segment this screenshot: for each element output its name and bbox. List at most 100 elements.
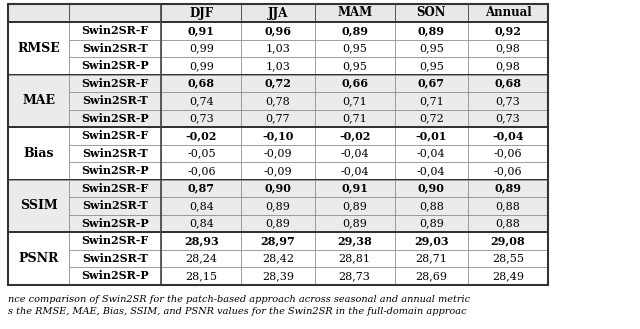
Bar	[314, 180, 395, 197]
Bar	[314, 162, 395, 180]
Bar	[69, 92, 161, 110]
Bar	[69, 232, 161, 249]
Bar	[314, 249, 395, 267]
Bar	[8, 21, 548, 23]
Bar	[241, 249, 314, 267]
Text: 0,88: 0,88	[419, 201, 444, 211]
Bar	[69, 197, 161, 215]
Bar	[395, 57, 468, 74]
Bar	[395, 197, 468, 215]
Text: 0,71: 0,71	[342, 96, 367, 106]
Text: 28,71: 28,71	[415, 253, 447, 263]
Bar	[161, 215, 241, 232]
Bar	[241, 197, 314, 215]
Text: 0,72: 0,72	[419, 113, 444, 123]
Bar	[241, 110, 314, 127]
Text: 29,08: 29,08	[491, 235, 525, 246]
Bar	[161, 92, 241, 110]
Text: 0,89: 0,89	[342, 201, 367, 211]
Bar	[395, 110, 468, 127]
Text: 0,67: 0,67	[418, 78, 445, 89]
Bar	[395, 127, 468, 144]
Bar	[395, 4, 468, 22]
Text: 28,15: 28,15	[186, 271, 218, 281]
Bar	[241, 92, 314, 110]
Text: 0,89: 0,89	[342, 218, 367, 228]
Bar	[468, 197, 548, 215]
Text: Swin2SR-P: Swin2SR-P	[81, 165, 149, 176]
Bar	[161, 232, 241, 249]
Bar	[241, 180, 314, 197]
Bar	[161, 57, 241, 74]
Text: -0,05: -0,05	[187, 148, 216, 158]
Bar	[241, 267, 314, 285]
Text: 28,42: 28,42	[262, 253, 294, 263]
Text: MAE: MAE	[22, 94, 55, 107]
Bar	[8, 74, 548, 75]
Text: SON: SON	[417, 7, 446, 19]
Bar	[69, 110, 161, 127]
Bar	[8, 22, 69, 74]
Bar	[395, 92, 468, 110]
Text: s the RMSE, MAE, Bias, SSIM, and PSNR values for the Swin2SR in the full-domain : s the RMSE, MAE, Bias, SSIM, and PSNR va…	[8, 308, 467, 316]
Bar	[468, 110, 548, 127]
Bar	[8, 127, 69, 180]
Bar	[395, 39, 468, 57]
Bar	[69, 4, 161, 22]
Text: 0,84: 0,84	[189, 218, 214, 228]
Text: 0,66: 0,66	[341, 78, 368, 89]
Bar	[468, 249, 548, 267]
Bar	[395, 267, 468, 285]
Text: -0,06: -0,06	[493, 166, 522, 176]
Text: 0,73: 0,73	[189, 113, 214, 123]
Text: -0,01: -0,01	[415, 130, 447, 141]
Text: 28,73: 28,73	[339, 271, 371, 281]
Bar	[314, 110, 395, 127]
Bar	[241, 57, 314, 74]
Text: nce comparison of Swin2SR for the patch-based approach across seasonal and annua: nce comparison of Swin2SR for the patch-…	[8, 294, 470, 303]
Bar	[314, 4, 395, 22]
Bar	[161, 162, 241, 180]
Text: 0,96: 0,96	[264, 25, 291, 36]
Text: Swin2SR-F: Swin2SR-F	[82, 183, 149, 194]
Bar	[314, 127, 395, 144]
Text: 0,95: 0,95	[342, 61, 367, 71]
Text: 0,84: 0,84	[189, 201, 214, 211]
Text: 1,03: 1,03	[266, 43, 291, 53]
Text: Swin2SR-F: Swin2SR-F	[82, 235, 149, 246]
Bar	[241, 162, 314, 180]
Bar	[468, 144, 548, 162]
Text: Swin2SR-P: Swin2SR-P	[81, 113, 149, 124]
Text: 28,55: 28,55	[492, 253, 524, 263]
Text: 0,78: 0,78	[266, 96, 291, 106]
Bar	[161, 110, 241, 127]
Bar	[241, 215, 314, 232]
Bar	[314, 22, 395, 39]
Text: 0,89: 0,89	[266, 201, 291, 211]
Text: -0,02: -0,02	[186, 130, 217, 141]
Bar	[69, 215, 161, 232]
Text: -0,04: -0,04	[340, 166, 369, 176]
Text: 0,77: 0,77	[266, 113, 291, 123]
Bar	[395, 74, 468, 92]
Text: -0,04: -0,04	[340, 148, 369, 158]
Bar	[314, 232, 395, 249]
Text: 0,89: 0,89	[419, 218, 444, 228]
Bar	[468, 180, 548, 197]
Bar	[161, 267, 241, 285]
Bar	[468, 74, 548, 92]
Text: -0,04: -0,04	[492, 130, 524, 141]
Bar	[8, 232, 69, 285]
Text: 29,03: 29,03	[414, 235, 449, 246]
Text: 0,98: 0,98	[495, 43, 520, 53]
Bar	[468, 22, 548, 39]
Bar	[161, 144, 241, 162]
Bar	[8, 179, 548, 180]
Text: -0,02: -0,02	[339, 130, 371, 141]
Text: 0,92: 0,92	[495, 25, 522, 36]
Text: PSNR: PSNR	[19, 252, 59, 265]
Bar	[161, 4, 241, 22]
Text: 0,71: 0,71	[342, 113, 367, 123]
Text: 28,49: 28,49	[492, 271, 524, 281]
Text: 28,24: 28,24	[186, 253, 218, 263]
